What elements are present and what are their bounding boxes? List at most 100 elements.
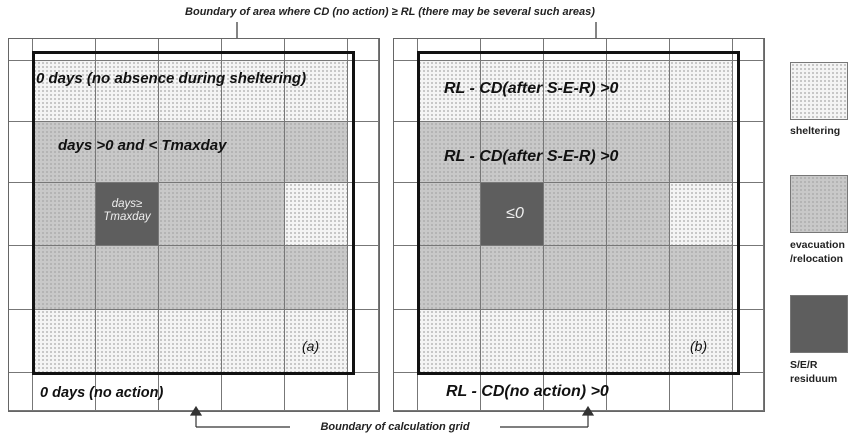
panel-b-area-boundary bbox=[417, 51, 740, 375]
panel-a-cell bbox=[285, 61, 348, 122]
panel-b-cell bbox=[394, 373, 418, 411]
panel-b-cell bbox=[418, 61, 481, 122]
panel-a-cell bbox=[33, 373, 96, 411]
bracket-left-arrowhead bbox=[189, 405, 203, 416]
panel-a-cell bbox=[348, 373, 379, 411]
panel-a-cell bbox=[222, 310, 285, 373]
panel-b-cell bbox=[544, 122, 607, 183]
panel-b-cell bbox=[607, 246, 670, 310]
panel-a-cell bbox=[222, 39, 285, 61]
panel-a-cell bbox=[222, 61, 285, 122]
bracket-right-arrowhead bbox=[581, 405, 595, 416]
panel-a-cell bbox=[9, 246, 33, 310]
panel-a-cell bbox=[96, 61, 159, 122]
panel-b-cell bbox=[418, 183, 481, 246]
panel-a-cell bbox=[96, 373, 159, 411]
panel-b-grid bbox=[393, 38, 765, 412]
panel-b-cell bbox=[394, 39, 418, 61]
panel-b-cell bbox=[394, 61, 418, 122]
legend-residuum-line-2: residuum bbox=[790, 373, 838, 385]
panel-a-cell bbox=[348, 183, 379, 246]
panel-a-area-boundary bbox=[32, 51, 355, 375]
panel-a-cell bbox=[348, 310, 379, 373]
panel-b-cell bbox=[670, 246, 733, 310]
panel-b-center-label: ≤0 bbox=[506, 205, 524, 222]
panel-a-grid bbox=[8, 38, 380, 412]
panel-b-bottom-label: RL - CD(no action) >0 bbox=[446, 383, 609, 400]
panel-a-cell bbox=[348, 246, 379, 310]
panel-a-cell bbox=[159, 122, 222, 183]
panel-b-cell bbox=[670, 373, 733, 411]
panel-a-cell bbox=[96, 246, 159, 310]
panel-b-cell bbox=[418, 39, 481, 61]
panel-b-cell bbox=[670, 61, 733, 122]
panel-b-cell bbox=[607, 122, 670, 183]
panel-b-cell bbox=[670, 39, 733, 61]
panel-b-cell bbox=[733, 122, 764, 183]
panel-a-cell bbox=[285, 373, 348, 411]
panel-b-cell bbox=[394, 310, 418, 373]
panel-b-cell bbox=[544, 183, 607, 246]
bottom-bracket bbox=[189, 405, 595, 428]
panel-b-cell bbox=[481, 39, 544, 61]
panel-b-cell bbox=[544, 61, 607, 122]
panel-b-cell bbox=[394, 183, 418, 246]
panel-b-cell bbox=[607, 183, 670, 246]
panel-a-center-line-2: Tmaxday bbox=[103, 211, 151, 223]
panel-a-cell bbox=[33, 61, 96, 122]
panel-b-cell bbox=[418, 122, 481, 183]
panel-b-cell bbox=[481, 122, 544, 183]
panel-a-cell bbox=[285, 122, 348, 183]
panel-a-cell bbox=[33, 246, 96, 310]
panel-b-cell bbox=[418, 246, 481, 310]
panel-a-cell bbox=[348, 122, 379, 183]
panel-b-cell bbox=[544, 39, 607, 61]
panel-a-cell bbox=[222, 246, 285, 310]
panel-a-cell bbox=[285, 246, 348, 310]
panel-a-cell bbox=[9, 310, 33, 373]
panel-a-cell bbox=[96, 39, 159, 61]
panel-b-cell bbox=[607, 310, 670, 373]
panel-a-cell bbox=[159, 39, 222, 61]
panel-a-cell bbox=[159, 246, 222, 310]
panel-b-top-label: RL - CD(after S-E-R) >0 bbox=[444, 80, 619, 97]
panel-a-cell bbox=[285, 39, 348, 61]
panel-b-cell bbox=[394, 246, 418, 310]
panel-a-cell bbox=[33, 39, 96, 61]
panel-b-cell bbox=[481, 183, 544, 246]
panel-a-cell bbox=[96, 183, 159, 246]
panel-b-cell bbox=[733, 61, 764, 122]
panel-b-cell bbox=[733, 373, 764, 411]
panel-a-cell bbox=[96, 122, 159, 183]
panel-b-cell bbox=[544, 373, 607, 411]
panel-a-cell bbox=[159, 61, 222, 122]
panel-a-cell bbox=[33, 122, 96, 183]
panel-b-cell bbox=[733, 183, 764, 246]
top-caption: Boundary of area where CD (no action) ≥ … bbox=[185, 6, 595, 18]
legend-residuum-line-1: S/E/R bbox=[790, 359, 818, 371]
panel-b-cell bbox=[481, 61, 544, 122]
panel-a-cell bbox=[285, 183, 348, 246]
panel-b-cell bbox=[607, 61, 670, 122]
panel-b-cell bbox=[733, 310, 764, 373]
panel-b-cell bbox=[670, 183, 733, 246]
panel-b-cell bbox=[481, 246, 544, 310]
panel-b-cell bbox=[394, 122, 418, 183]
legend-evacuation-line-2: /relocation bbox=[790, 253, 844, 265]
panel-b-cell bbox=[418, 373, 481, 411]
panel-a-cell bbox=[159, 310, 222, 373]
panel-a-cell bbox=[9, 61, 33, 122]
legend-sheltering-swatch bbox=[790, 62, 848, 120]
panel-a-tag: (a) bbox=[302, 338, 320, 354]
panel-a-cell bbox=[9, 183, 33, 246]
panel-a-top-label: 0 days (no absence during sheltering) bbox=[36, 70, 307, 87]
panel-b-mid-label: RL - CD(after S-E-R) >0 bbox=[444, 148, 619, 165]
panel-b-cell bbox=[733, 39, 764, 61]
panel-a-cell bbox=[222, 122, 285, 183]
panel-a-cell bbox=[222, 373, 285, 411]
legend-evacuation-swatch bbox=[790, 175, 848, 233]
panel-a-cell bbox=[159, 183, 222, 246]
panel-a-cell bbox=[9, 122, 33, 183]
legend-residuum-swatch bbox=[790, 295, 848, 353]
panel-b-cell bbox=[733, 246, 764, 310]
